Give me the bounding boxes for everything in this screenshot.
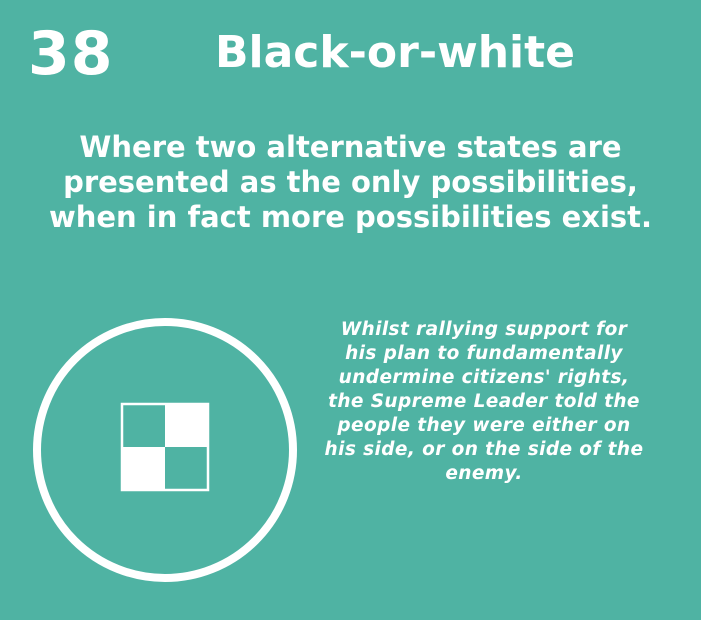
icon-ring: [33, 318, 297, 582]
icon-square-filled-top-right: [165, 404, 208, 447]
checkerboard-circle-svg: [33, 318, 297, 582]
card-definition: Where two alternative states are present…: [48, 130, 653, 234]
checkerboard-circle-icon: [30, 316, 300, 586]
icon-square-filled-bottom-left: [122, 447, 165, 490]
card-example: Whilst rallying support for his plan to …: [324, 319, 644, 484]
card-title: Black-or-white: [214, 27, 576, 78]
card-number: 38: [28, 19, 114, 89]
